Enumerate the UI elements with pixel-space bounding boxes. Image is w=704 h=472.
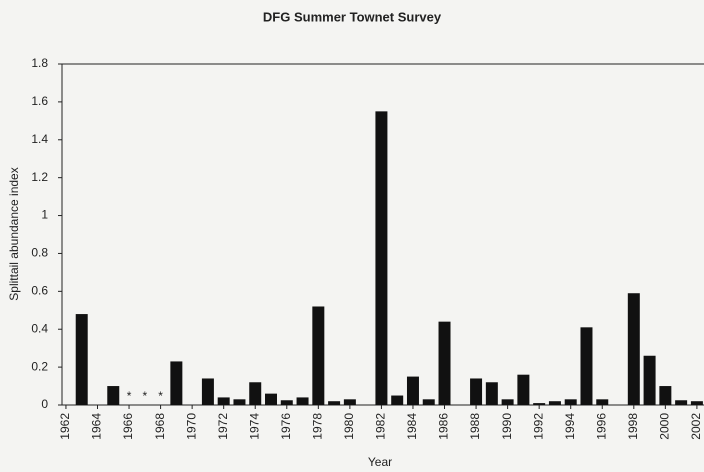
x-tick-label: 1976 (279, 413, 293, 440)
x-axis-label: Year (368, 455, 392, 469)
bar (375, 111, 388, 405)
y-tick-label: 0.6 (31, 284, 48, 298)
x-tick-label: 1982 (374, 413, 388, 440)
bar (296, 397, 309, 405)
bar (391, 395, 404, 405)
bar (517, 374, 530, 405)
bar (675, 400, 688, 405)
y-tick-label: 1.6 (31, 94, 48, 108)
bar (564, 399, 577, 405)
y-tick-label: 0.2 (31, 359, 48, 373)
bar (533, 403, 546, 405)
x-tick-label: 1992 (531, 413, 545, 440)
x-tick-label: 1996 (594, 413, 608, 440)
bar (343, 399, 356, 405)
y-tick-label: 0.8 (31, 246, 48, 260)
y-tick-label: 1 (41, 208, 48, 222)
x-tick-label: 1990 (500, 413, 514, 440)
bar (233, 399, 246, 405)
bar (501, 399, 514, 405)
x-tick-label: 2002 (689, 413, 703, 440)
bar (659, 386, 672, 405)
y-tick-label: 1.4 (31, 132, 48, 146)
bar (249, 382, 262, 405)
y-tick-label: 1.2 (31, 170, 48, 184)
bar (107, 386, 120, 405)
bar (438, 321, 451, 405)
y-tick-label: 0 (41, 397, 48, 411)
annotation: * (127, 389, 132, 403)
bar (406, 376, 419, 405)
bar (312, 306, 325, 405)
x-tick-label: 1998 (626, 413, 640, 440)
x-tick-label: 1988 (468, 413, 482, 440)
bar (596, 399, 609, 405)
bar (485, 382, 498, 405)
x-tick-label: 1972 (216, 413, 230, 440)
x-tick-label: 1984 (405, 413, 419, 440)
x-tick-label: 2000 (658, 413, 672, 440)
bar (643, 355, 656, 405)
y-axis-label: Splittail abundance index (7, 167, 21, 300)
x-tick-label: 1994 (563, 413, 577, 440)
bar (627, 293, 640, 405)
x-tick-label: 1980 (342, 413, 356, 440)
bar (690, 401, 703, 405)
bar (580, 327, 593, 405)
bar (201, 378, 214, 405)
x-tick-label: 1986 (437, 413, 451, 440)
annotation: * (158, 389, 163, 403)
x-tick-label: 1974 (247, 413, 261, 440)
bar (217, 397, 230, 405)
chart-title: DFG Summer Townet Survey (263, 9, 442, 24)
bar (422, 399, 435, 405)
x-tick-label: 1966 (121, 413, 135, 440)
bar (328, 401, 341, 405)
bar (75, 314, 88, 405)
x-tick-label: 1968 (153, 413, 167, 440)
y-tick-label: 0.4 (31, 321, 48, 335)
x-tick-label: 1964 (90, 413, 104, 440)
x-tick-label: 1978 (310, 413, 324, 440)
annotation: * (142, 389, 147, 403)
x-tick-label: 1962 (58, 413, 72, 440)
y-tick-label: 1.8 (31, 56, 48, 70)
bar (265, 393, 277, 405)
bar (280, 400, 293, 405)
bar (548, 401, 561, 405)
bar (470, 378, 483, 405)
bar (170, 361, 183, 405)
x-tick-label: 1970 (184, 413, 198, 440)
